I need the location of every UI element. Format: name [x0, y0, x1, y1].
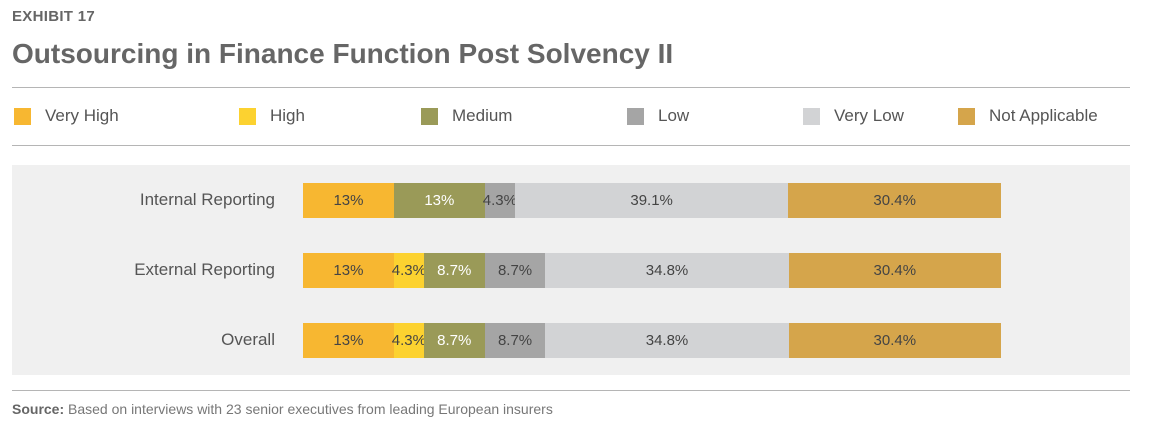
source-label: Source:: [12, 401, 65, 417]
data-label: 8.7%: [437, 262, 472, 279]
legend-label-very-low: Very Low: [834, 106, 904, 125]
bar-external-reporting-very-high: 13%: [303, 253, 394, 288]
data-label: 34.8%: [645, 332, 689, 349]
bar-external-reporting-not-applicable: 30.4%: [788, 253, 1001, 288]
bar-internal-reporting-low: 4.3%: [482, 183, 517, 218]
legend-item-high: High: [239, 106, 305, 126]
data-label: 13%: [333, 262, 364, 279]
legend-swatch-very-low: [803, 107, 820, 125]
bottom-divider: [12, 390, 1130, 391]
data-label: 8.7%: [497, 332, 533, 349]
legend-label-medium: Medium: [452, 106, 513, 125]
bar-external-reporting-low: 8.7%: [484, 253, 546, 288]
chart-title: Outsourcing in Finance Function Post Sol…: [12, 38, 674, 69]
data-label: 4.3%: [482, 192, 517, 209]
bar-overall-low: 8.7%: [484, 323, 546, 358]
data-label: 8.7%: [437, 332, 472, 349]
data-label: 39.1%: [630, 192, 673, 209]
top-divider: [12, 87, 1130, 88]
data-label: 30.4%: [873, 262, 917, 279]
data-label: 34.8%: [645, 262, 689, 279]
bar-overall-medium: 8.7%: [423, 323, 485, 358]
data-label: 13%: [333, 192, 364, 209]
source-note: Source: Based on interviews with 23 seni…: [12, 401, 553, 417]
exhibit-label: EXHIBIT 17: [12, 8, 96, 25]
legend-swatch-medium: [421, 107, 438, 125]
bar-internal-reporting-not-applicable: 30.4%: [788, 183, 1001, 218]
data-label: 13%: [424, 192, 455, 209]
data-label: 8.7%: [497, 262, 533, 279]
legend-label-low: Low: [658, 106, 690, 125]
legend-item-very-high: Very High: [14, 106, 119, 126]
data-label: 4.3%: [391, 332, 426, 349]
bar-external-reporting-high: 4.3%: [391, 253, 426, 288]
data-label: 30.4%: [873, 332, 917, 349]
legend-item-medium: Medium: [421, 106, 512, 126]
legend-swatch-low: [627, 107, 644, 125]
legend-label-not-applicable: Not Applicable: [989, 106, 1098, 125]
legend-swatch-high: [239, 107, 256, 125]
data-label: 4.3%: [391, 262, 426, 279]
source-text: Based on interviews with 23 senior execu…: [64, 401, 553, 417]
legend-label-high: High: [270, 106, 305, 125]
bar-internal-reporting-medium: 13%: [393, 183, 485, 218]
legend-item-very-low: Very Low: [803, 106, 904, 126]
bar-internal-reporting-very-high: 13%: [303, 183, 394, 218]
data-label: 13%: [333, 332, 364, 349]
category-label-overall: Overall: [221, 330, 275, 349]
bar-overall-very-high: 13%: [303, 323, 394, 358]
legend-item-low: Low: [627, 106, 689, 126]
bar-external-reporting-very-low: 34.8%: [545, 253, 789, 288]
legend-divider: [12, 145, 1130, 146]
legend-swatch-very-high: [14, 107, 31, 125]
bar-overall-high: 4.3%: [391, 323, 426, 358]
bar-overall-not-applicable: 30.4%: [788, 323, 1001, 358]
legend-item-not-applicable: Not Applicable: [958, 106, 1098, 126]
category-label-external-reporting: External Reporting: [134, 260, 275, 279]
bar-external-reporting-medium: 8.7%: [423, 253, 485, 288]
bar-overall-very-low: 34.8%: [545, 323, 789, 358]
category-label-internal-reporting: Internal Reporting: [139, 190, 275, 209]
bar-internal-reporting-very-low: 39.1%: [514, 183, 789, 218]
legend-swatch-not-applicable: [958, 107, 975, 125]
legend-label-very-high: Very High: [45, 106, 119, 125]
data-label: 30.4%: [873, 192, 916, 209]
